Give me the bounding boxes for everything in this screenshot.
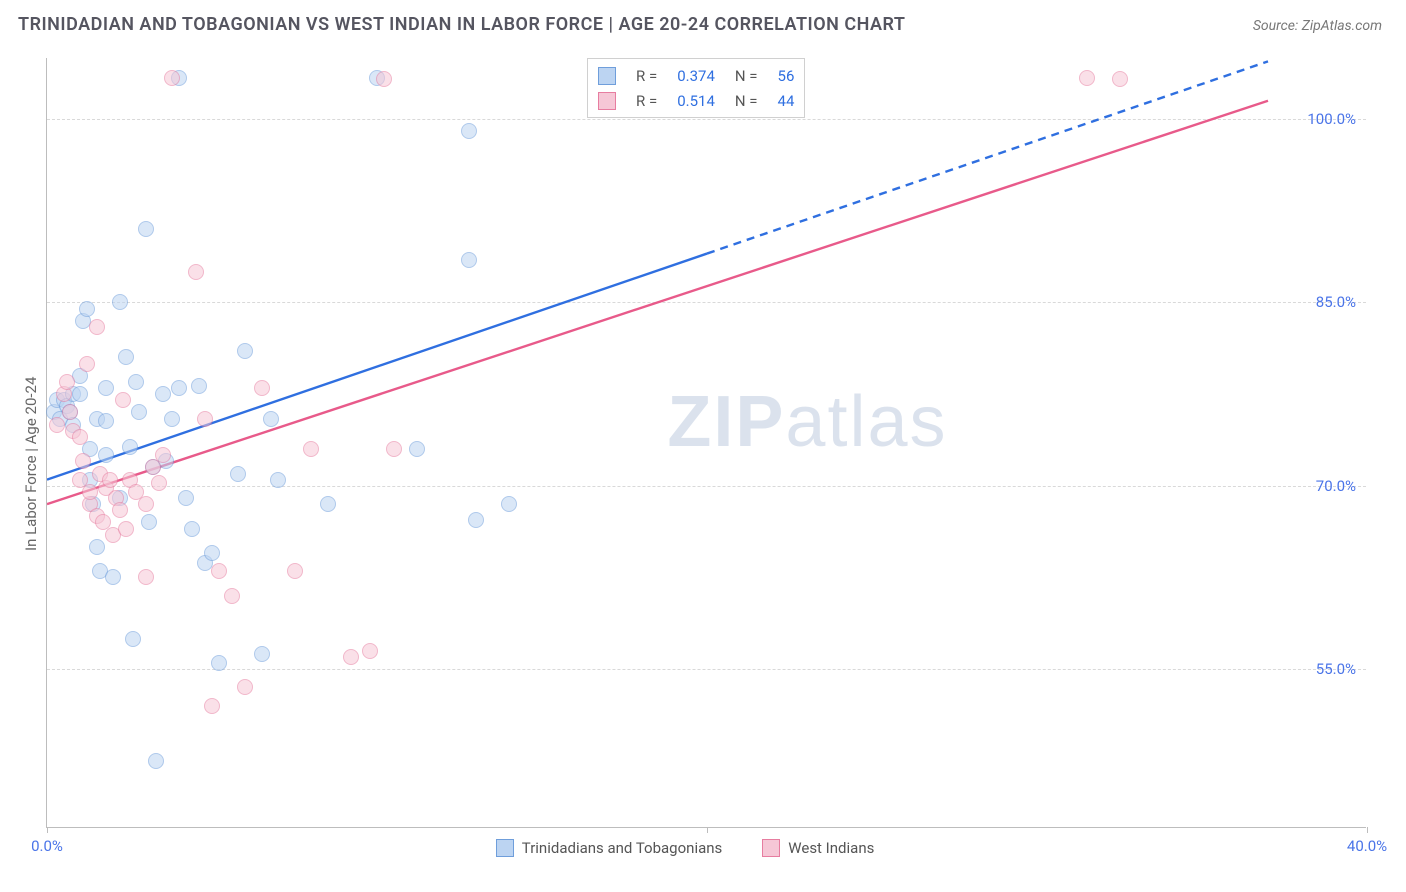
scatter-point — [188, 264, 204, 280]
scatter-point — [138, 221, 154, 237]
scatter-point — [343, 649, 359, 665]
scatter-point — [211, 563, 227, 579]
scatter-point — [118, 521, 134, 537]
scatter-point — [270, 472, 286, 488]
scatter-point — [49, 417, 65, 433]
scatter-point — [362, 643, 378, 659]
x-tick-label: 40.0% — [1347, 837, 1387, 855]
legend-r-value: 0.514 — [667, 88, 725, 113]
scatter-point — [128, 374, 144, 390]
scatter-point — [72, 429, 88, 445]
legend-label: West Indians — [788, 839, 874, 857]
legend-swatch — [598, 92, 616, 110]
legend-item: Trinidadians and Tobagonians — [496, 839, 722, 857]
scatter-point — [237, 343, 253, 359]
correlation-legend: R =0.374N =56 R =0.514N =44 — [587, 58, 805, 118]
scatter-point — [59, 374, 75, 390]
scatter-point — [230, 466, 246, 482]
scatter-point — [237, 679, 253, 695]
scatter-point — [1079, 70, 1095, 86]
source-label: Source: ZipAtlas.com — [1253, 18, 1382, 34]
scatter-point — [112, 294, 128, 310]
scatter-point — [303, 441, 319, 457]
legend-item: West Indians — [762, 839, 874, 857]
scatter-point — [98, 447, 114, 463]
scatter-point — [191, 378, 207, 394]
chart-container: TRINIDADIAN AND TOBAGONIAN VS WEST INDIA… — [0, 0, 1406, 892]
legend-r-value: 0.374 — [667, 63, 725, 88]
x-tick-mark — [1367, 827, 1368, 833]
scatter-point — [98, 380, 114, 396]
scatter-point — [89, 319, 105, 335]
scatter-point — [62, 404, 78, 420]
scatter-point — [155, 447, 171, 463]
scatter-point — [125, 631, 141, 647]
scatter-point — [141, 514, 157, 530]
scatter-point — [112, 502, 128, 518]
scatter-point — [263, 411, 279, 427]
scatter-point — [211, 655, 227, 671]
series-legend: Trinidadians and Tobagonians West Indians — [496, 839, 875, 857]
scatter-point — [164, 70, 180, 86]
scatter-point — [171, 380, 187, 396]
scatter-point — [138, 496, 154, 512]
legend-swatch — [496, 839, 514, 857]
scatter-point — [461, 252, 477, 268]
scatter-point — [386, 441, 402, 457]
scatter-point — [148, 753, 164, 769]
scatter-point — [75, 453, 91, 469]
regression-line-solid — [47, 101, 1268, 504]
scatter-point — [184, 521, 200, 537]
legend-r-label: R = — [626, 63, 667, 88]
scatter-point — [98, 413, 114, 429]
scatter-point — [105, 569, 121, 585]
legend-n-label: N = — [725, 88, 768, 113]
scatter-point — [138, 569, 154, 585]
scatter-point — [151, 475, 167, 491]
scatter-point — [204, 545, 220, 561]
legend-n-value: 56 — [768, 63, 805, 88]
scatter-point — [79, 301, 95, 317]
scatter-point — [72, 386, 88, 402]
scatter-point — [131, 404, 147, 420]
scatter-point — [118, 349, 134, 365]
scatter-point — [79, 356, 95, 372]
x-tick-label: 0.0% — [31, 837, 63, 855]
scatter-point — [82, 484, 98, 500]
scatter-point — [287, 563, 303, 579]
scatter-point — [320, 496, 336, 512]
scatter-point — [115, 392, 131, 408]
scatter-point — [102, 472, 118, 488]
legend-label: Trinidadians and Tobagonians — [522, 839, 722, 857]
scatter-point — [254, 646, 270, 662]
regression-line-solid — [47, 254, 707, 480]
legend-r-label: R = — [626, 88, 667, 113]
scatter-point — [224, 588, 240, 604]
scatter-point — [178, 490, 194, 506]
regression-lines — [47, 58, 1367, 828]
scatter-point — [89, 539, 105, 555]
scatter-point — [1112, 71, 1128, 87]
scatter-point — [461, 123, 477, 139]
legend-n-value: 44 — [768, 88, 805, 113]
scatter-point — [409, 441, 425, 457]
scatter-point — [468, 512, 484, 528]
scatter-point — [376, 71, 392, 87]
legend-swatch — [762, 839, 780, 857]
scatter-point — [197, 411, 213, 427]
legend-swatch — [598, 67, 616, 85]
scatter-point — [164, 411, 180, 427]
scatter-point — [204, 698, 220, 714]
scatter-point — [122, 439, 138, 455]
scatter-point — [254, 380, 270, 396]
chart-title: TRINIDADIAN AND TOBAGONIAN VS WEST INDIA… — [18, 14, 905, 35]
y-axis-label: In Labor Force | Age 20-24 — [22, 376, 40, 550]
scatter-point — [155, 386, 171, 402]
plot-area: ZIPatlas 55.0%70.0%85.0%100.0%0.0%40.0%R… — [46, 58, 1366, 828]
scatter-point — [501, 496, 517, 512]
legend-n-label: N = — [725, 63, 768, 88]
